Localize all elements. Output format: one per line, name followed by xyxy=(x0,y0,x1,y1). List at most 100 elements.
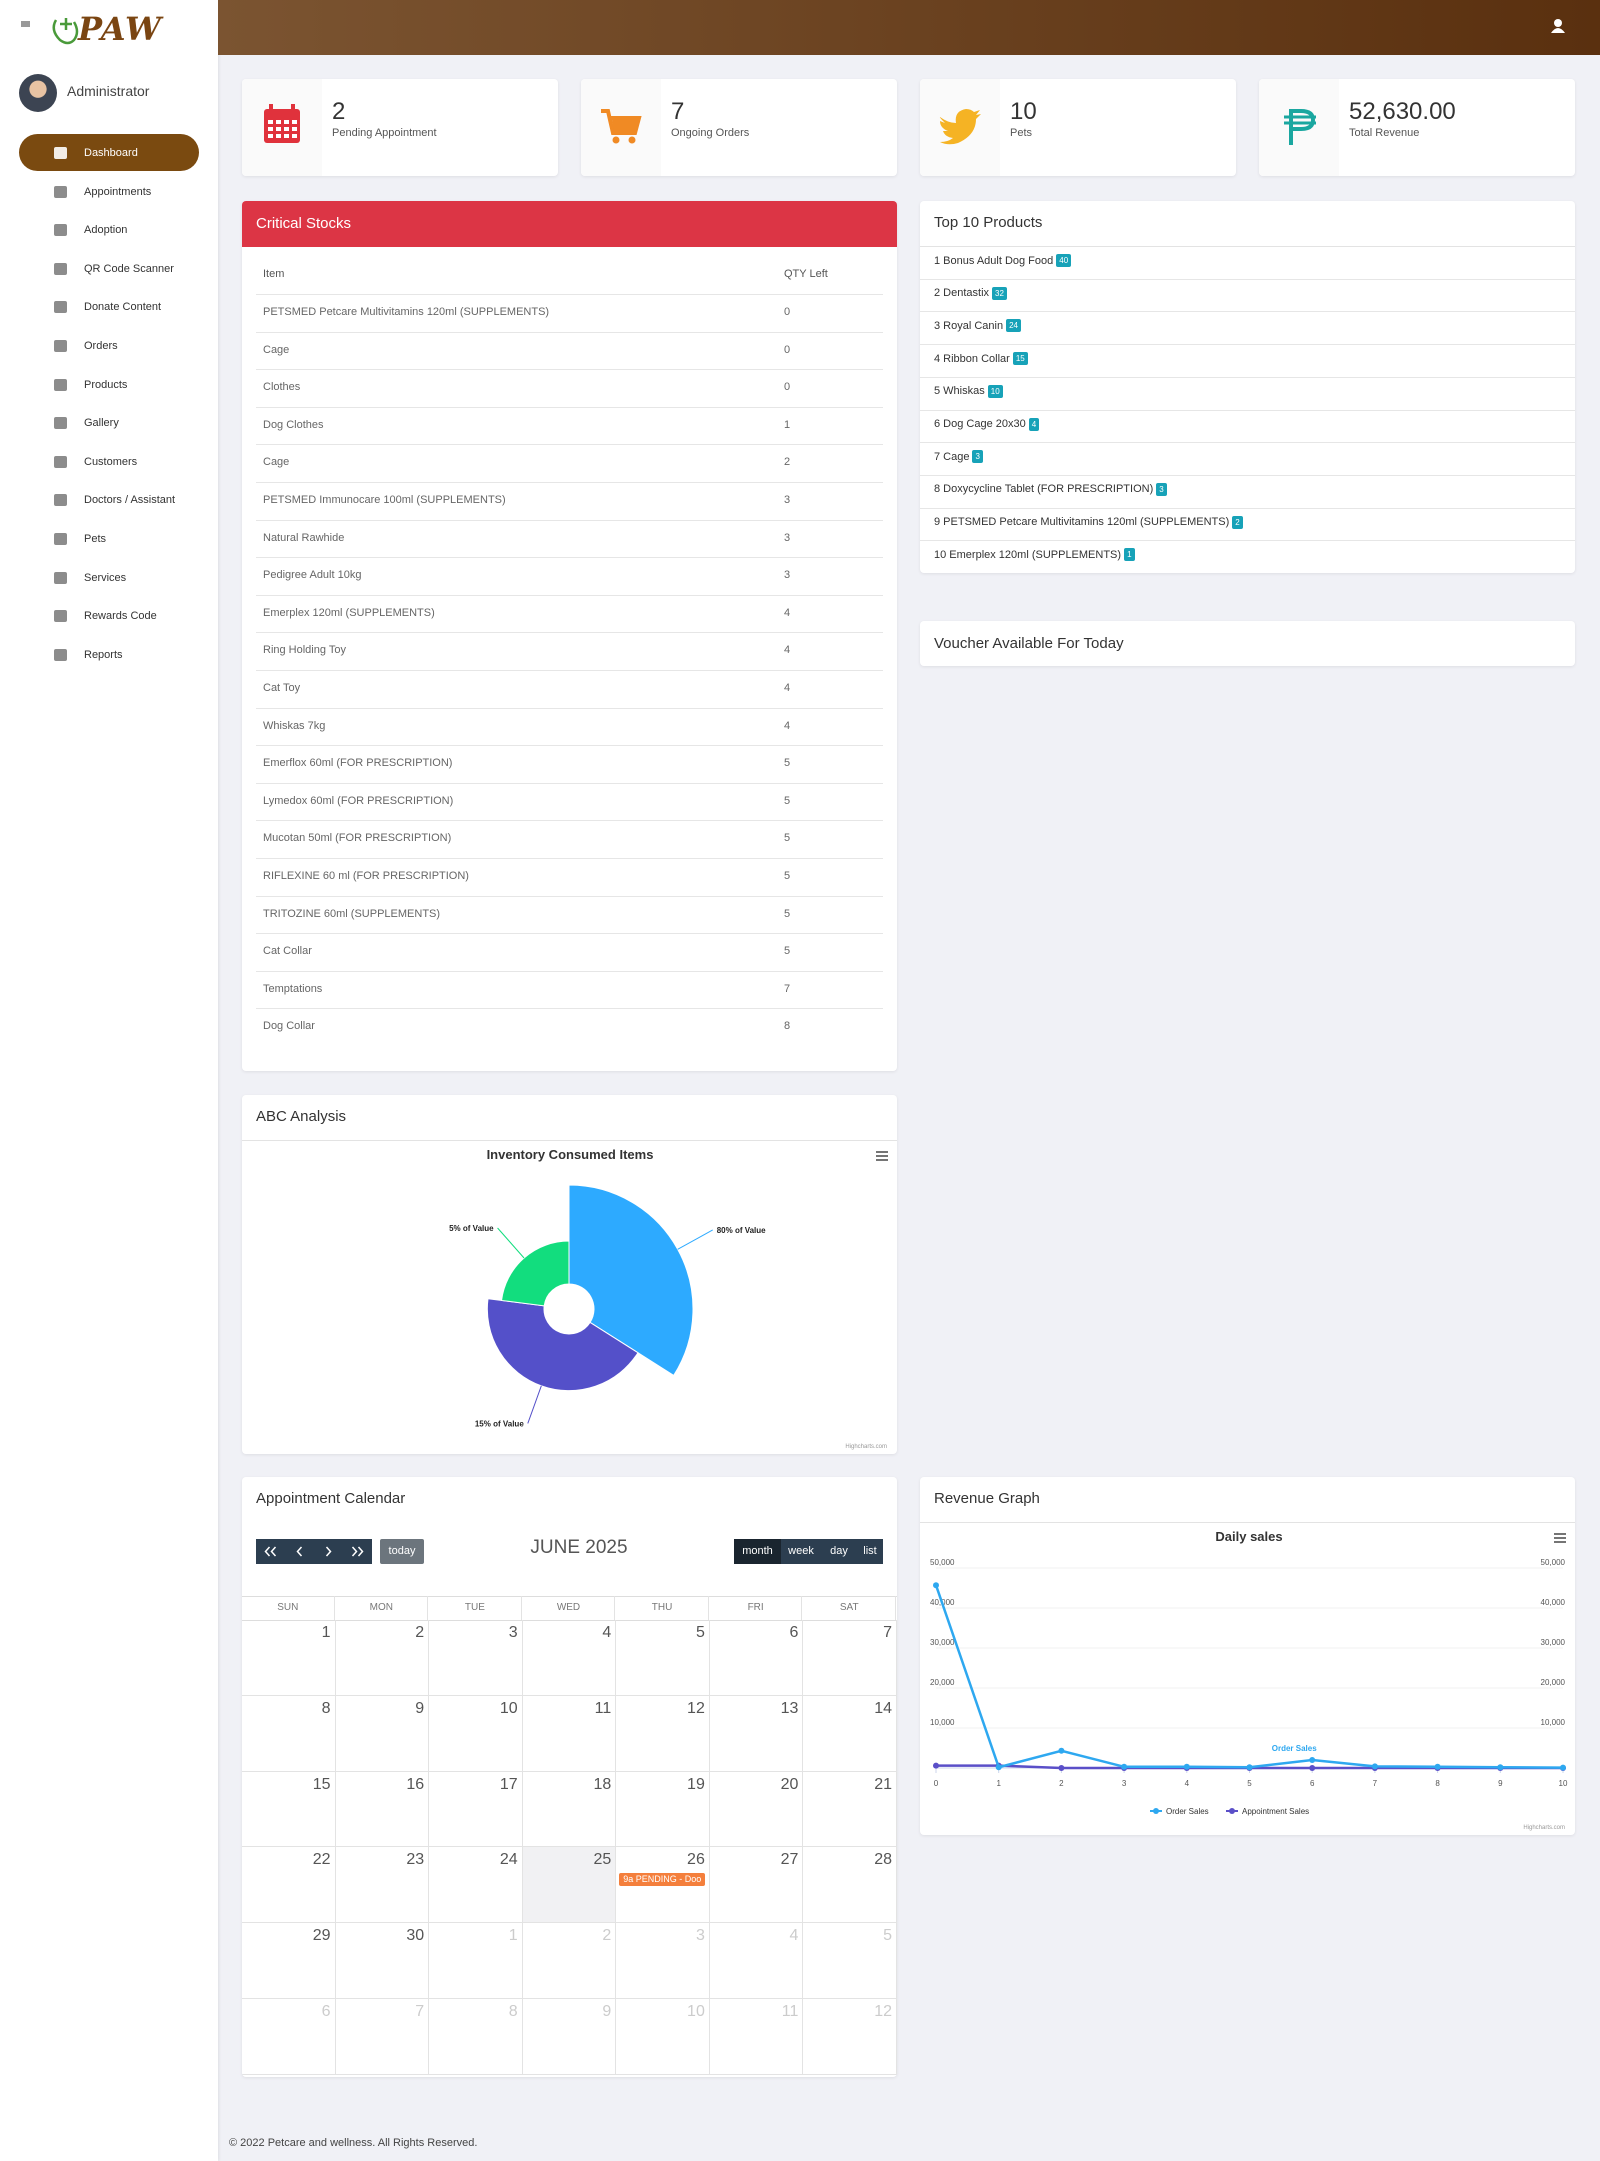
nav-item[interactable]: Donate Content xyxy=(84,301,162,314)
day-cell[interactable]: 10 xyxy=(429,1695,523,1772)
row-divider xyxy=(256,895,883,897)
day-cell[interactable]: 11 xyxy=(709,1999,804,2075)
day-number: 21 xyxy=(874,1775,892,1793)
day-cell[interactable]: 3 xyxy=(429,1620,523,1696)
qty-left: 0 xyxy=(784,381,791,394)
day-cell[interactable]: 6 xyxy=(242,1999,336,2075)
chart-title: Daily sales xyxy=(1215,1529,1282,1544)
day-cell[interactable]: 4 xyxy=(709,1923,804,1999)
nav-item[interactable]: Gallery xyxy=(84,417,119,430)
product-name: 9 PETSMED Petcare Multivitamins 120ml (S… xyxy=(934,516,1230,529)
today-button[interactable]: today xyxy=(380,1539,424,1564)
nav-item[interactable]: Orders xyxy=(84,340,118,352)
day-cell[interactable]: 8 xyxy=(242,1695,336,1772)
card-title: Voucher Available For Today xyxy=(934,635,1124,652)
day-cell[interactable]: 10 xyxy=(616,1999,710,2075)
nav-icon xyxy=(54,147,67,159)
nav-button[interactable] xyxy=(314,1539,343,1564)
item-name: Mucotan 50ml (FOR PRESCRIPTION) xyxy=(263,832,452,845)
day-cell[interactable]: 11 xyxy=(522,1695,617,1772)
nav-item[interactable]: Appointments xyxy=(84,185,152,198)
day-cell[interactable]: 6 xyxy=(709,1620,804,1696)
day-cell[interactable]: 19 xyxy=(616,1771,710,1848)
qty-left: 4 xyxy=(784,606,791,619)
day-cell[interactable]: 5 xyxy=(616,1620,710,1696)
item-name: Natural Rawhide xyxy=(263,531,345,544)
view-button[interactable]: day xyxy=(821,1539,857,1564)
day-cell[interactable]: 7 xyxy=(803,1620,897,1696)
day-cell[interactable]: 16 xyxy=(335,1771,430,1848)
event[interactable]: 9a PENDING - Doo xyxy=(619,1873,706,1887)
day-cell[interactable]: 27 xyxy=(709,1847,804,1924)
month-title: JUNE 2025 xyxy=(530,1537,628,1558)
view-button[interactable]: month xyxy=(734,1539,781,1564)
day-cell[interactable]: 20 xyxy=(709,1771,804,1848)
nav-item[interactable]: Reports xyxy=(84,648,123,661)
card: Top 10 Products 1 Bonus Adult Dog Food 40 2… xyxy=(920,201,1575,573)
weekday: TUE xyxy=(429,1596,522,1620)
day-cell[interactable]: 21 xyxy=(803,1771,897,1848)
nav-item[interactable]: Adoption xyxy=(84,224,128,237)
day-cell[interactable]: 3 xyxy=(616,1923,710,1999)
day-cell[interactable]: 12 xyxy=(616,1695,710,1772)
nav-button[interactable] xyxy=(285,1539,314,1564)
nav-item[interactable]: Customers xyxy=(84,455,138,468)
day-cell[interactable]: 26 9a PENDING - Doo xyxy=(616,1847,710,1924)
day-cell[interactable]: 17 xyxy=(429,1771,523,1848)
card-title: Top 10 Products xyxy=(934,214,1043,231)
day-number: 22 xyxy=(312,1851,331,1869)
day-number: 12 xyxy=(687,1699,705,1717)
day-cell[interactable]: 1 xyxy=(242,1620,336,1696)
day-cell[interactable]: 9 xyxy=(335,1695,430,1772)
nav-icon xyxy=(54,648,67,661)
day-number: 18 xyxy=(593,1775,612,1793)
row-divider xyxy=(920,442,1575,444)
view-button[interactable]: list xyxy=(857,1539,883,1564)
qty-left: 7 xyxy=(784,982,791,995)
day-cell[interactable]: 1 xyxy=(429,1923,523,1999)
day-cell[interactable]: 12 xyxy=(803,1999,897,2075)
nav-item[interactable]: Rewards Code xyxy=(84,610,157,623)
row-divider xyxy=(256,557,883,559)
view-button[interactable]: week xyxy=(781,1539,821,1564)
nav-item[interactable]: Doctors / Assistant xyxy=(84,494,176,507)
x-tick-label: 6 xyxy=(1310,1779,1315,1788)
nav-item[interactable]: QR Code Scanner xyxy=(84,262,174,275)
day-cell[interactable]: 15 xyxy=(242,1771,336,1848)
day-number: 15 xyxy=(312,1775,331,1793)
day-cell[interactable]: 18 xyxy=(522,1771,617,1848)
peso-icon xyxy=(1284,115,1316,125)
row-divider xyxy=(920,540,1575,542)
day-cell[interactable]: 22 xyxy=(242,1847,336,1924)
day-cell[interactable]: 5 xyxy=(803,1923,897,1999)
day-cell[interactable]: 4 xyxy=(522,1620,617,1696)
nav-item[interactable]: Dashboard xyxy=(84,147,138,159)
day-cell[interactable]: 23 xyxy=(335,1847,430,1924)
nav-item[interactable]: Products xyxy=(84,378,128,391)
day-cell[interactable]: 24 xyxy=(429,1847,523,1924)
day-cell[interactable]: 2 xyxy=(522,1923,617,1999)
legend-marker xyxy=(1229,1808,1235,1814)
day-cell[interactable]: 28 xyxy=(803,1847,897,1924)
item-name: Cage xyxy=(263,456,290,469)
data-point xyxy=(1183,1763,1190,1770)
card-title: ABC Analysis xyxy=(256,1108,347,1125)
cart-icon xyxy=(612,136,620,144)
item-name: Lymedox 60ml (FOR PRESCRIPTION) xyxy=(263,794,454,807)
nav-item[interactable]: Pets xyxy=(84,533,107,545)
product-row: 8 Doxycycline Tablet (FOR PRESCRIPTION) 3 xyxy=(934,482,1167,496)
day-cell[interactable]: 29 xyxy=(242,1923,336,1999)
chevron xyxy=(270,1546,277,1557)
row-divider xyxy=(256,745,883,747)
nav-item[interactable]: Services xyxy=(84,571,127,584)
y2-tick-label: 10,000 xyxy=(1541,1718,1566,1727)
day-cell[interactable]: 30 xyxy=(335,1923,430,1999)
day-cell[interactable]: 13 xyxy=(709,1695,804,1772)
day-cell[interactable]: 7 xyxy=(335,1999,430,2075)
day-cell[interactable]: 25 xyxy=(522,1847,617,1924)
day-cell[interactable]: 9 xyxy=(522,1999,617,2075)
day-cell[interactable]: 8 xyxy=(429,1999,523,2075)
day-cell[interactable]: 2 xyxy=(335,1620,430,1696)
day-cell[interactable]: 14 xyxy=(803,1695,897,1772)
